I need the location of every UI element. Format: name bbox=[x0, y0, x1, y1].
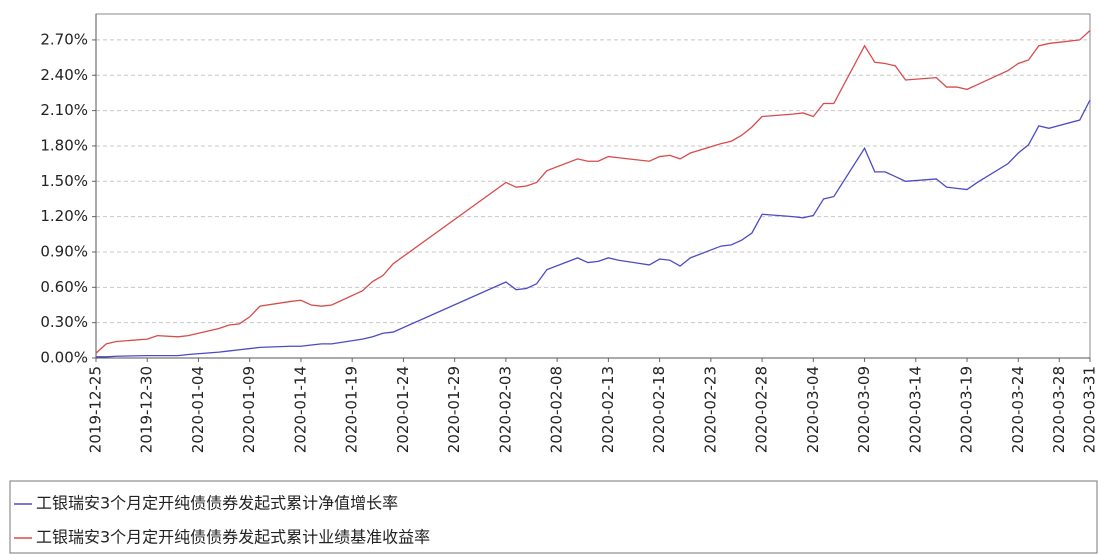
y-tick-label: 0.90% bbox=[40, 242, 88, 260]
legend-label: 工银瑞安3个月定开纯债债券发起式累计业绩基准收益率 bbox=[36, 528, 430, 547]
legend-box bbox=[9, 480, 1098, 554]
x-tick-label: 2020-03-04 bbox=[804, 366, 822, 453]
y-tick-label: 2.10% bbox=[40, 101, 88, 119]
legend: 工银瑞安3个月定开纯债债券发起式累计净值增长率工银瑞安3个月定开纯债债券发起式累… bbox=[14, 494, 430, 547]
x-tick-label: 2020-01-14 bbox=[291, 366, 309, 453]
x-tick-label: 2019-12-25 bbox=[87, 366, 105, 453]
y-tick-label: 0.30% bbox=[40, 313, 88, 331]
plot-area bbox=[95, 13, 1091, 359]
x-tick-label: 2020-01-24 bbox=[394, 366, 412, 453]
y-tick-label: 2.70% bbox=[40, 30, 88, 48]
x-tick-label: 2020-03-19 bbox=[958, 366, 976, 453]
x-tick-label: 2019-12-30 bbox=[138, 366, 156, 453]
x-tick-label: 2020-02-08 bbox=[548, 366, 566, 453]
x-tick-label: 2020-03-14 bbox=[906, 366, 924, 453]
y-tick-label: 0.00% bbox=[40, 349, 88, 367]
x-tick-label: 2020-02-03 bbox=[496, 366, 514, 453]
y-tick-label: 1.50% bbox=[40, 172, 88, 190]
x-tick-label: 2020-02-13 bbox=[599, 366, 617, 453]
y-tick-label: 2.40% bbox=[40, 66, 88, 84]
series-line bbox=[96, 99, 1091, 358]
x-tick-label: 2020-03-24 bbox=[1009, 366, 1027, 453]
x-tick-label: 2020-01-29 bbox=[445, 366, 463, 453]
y-tick-label: 0.60% bbox=[40, 278, 88, 296]
x-tick-label: 2020-01-19 bbox=[343, 366, 361, 453]
x-tick-label: 2020-03-09 bbox=[855, 366, 873, 453]
x-tick-label: 2020-02-23 bbox=[701, 366, 719, 453]
x-tick-label: 2020-03-28 bbox=[1050, 366, 1068, 453]
x-tick-label: 2020-03-31 bbox=[1081, 366, 1098, 453]
series-line bbox=[95, 30, 1091, 354]
legend-label: 工银瑞安3个月定开纯债债券发起式累计净值增长率 bbox=[36, 494, 398, 513]
x-tick-label: 2020-02-28 bbox=[753, 366, 771, 453]
x-tick-label: 2020-02-18 bbox=[650, 366, 668, 453]
y-tick-label: 1.80% bbox=[40, 136, 88, 154]
y-tick-label: 1.20% bbox=[40, 207, 88, 225]
x-tick-label: 2020-01-04 bbox=[189, 366, 207, 453]
x-tick-label: 2020-01-09 bbox=[240, 366, 258, 453]
